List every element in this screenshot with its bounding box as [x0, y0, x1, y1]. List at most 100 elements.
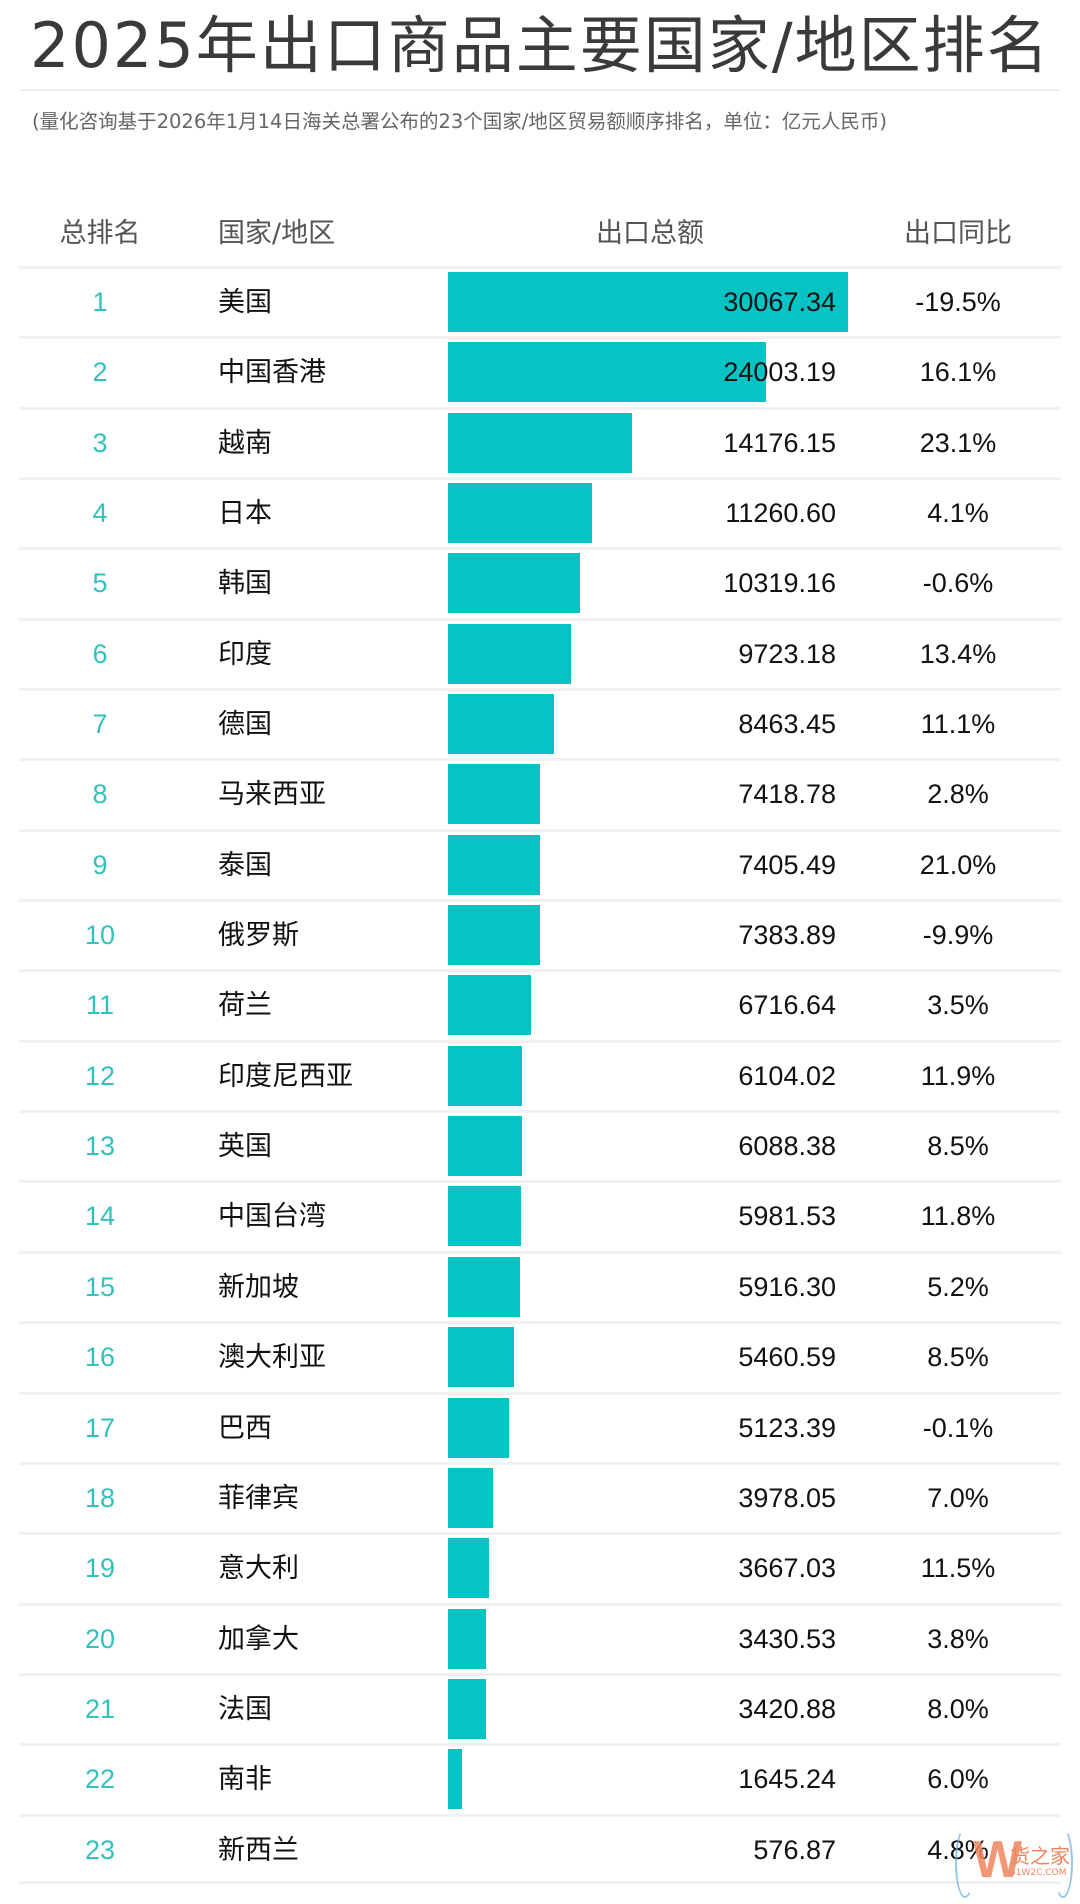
country-cell: 越南	[218, 427, 272, 459]
table-row: 21 法国 3420.88 8.0%	[19, 1672, 1061, 1743]
rank-cell: 7	[92, 709, 108, 740]
table-row: 10 俄罗斯 7383.89 -9.9%	[19, 899, 1061, 969]
country-cell: 印度	[218, 638, 272, 670]
subtitle: (量化咨询基于2026年1月14日海关总署公布的23个国家/地区贸易额顺序排名，…	[32, 110, 887, 133]
amount-bar	[448, 412, 632, 473]
rank-cell: 2	[92, 357, 108, 388]
rank-cell: 8	[92, 779, 108, 810]
amount-cell: 1645.24	[738, 1764, 836, 1795]
country-cell: 印度尼西亚	[218, 1060, 353, 1092]
country-cell: 中国台湾	[218, 1201, 326, 1233]
header-rank: 总排名	[59, 218, 141, 249]
table-row: 15 新加坡 5916.30 5.2%	[19, 1250, 1061, 1321]
rank-cell: 21	[84, 1693, 116, 1724]
country-cell: 德国	[218, 709, 272, 741]
amount-cell: 576.87	[753, 1834, 836, 1865]
amount-bar	[448, 1327, 514, 1388]
amount-cell: 10319.16	[723, 568, 836, 599]
amount-bar	[448, 623, 572, 684]
rank-cell: 5	[92, 568, 108, 599]
yoy-cell: 7.0%	[927, 1482, 989, 1513]
yoy-cell: 3.5%	[927, 990, 989, 1021]
table-row: 12 印度尼西亚 6104.02 11.9%	[19, 1039, 1061, 1110]
amount-bar	[448, 1397, 509, 1458]
rank-cell: 19	[84, 1553, 116, 1584]
rank-cell: 23	[84, 1834, 116, 1865]
rank-cell: 1	[92, 287, 108, 317]
table-row: 9 泰国 7405.49 21.0%	[19, 828, 1061, 899]
amount-bar	[448, 272, 848, 332]
yoy-cell: 8.0%	[927, 1693, 989, 1724]
amount-cell: 3420.88	[738, 1693, 836, 1724]
country-cell: 中国香港	[218, 357, 326, 389]
amount-bar	[448, 1045, 523, 1106]
rank-cell: 15	[84, 1271, 116, 1302]
table-row: 4 日本 11260.60 4.1%	[19, 477, 1061, 547]
country-cell: 俄罗斯	[218, 920, 299, 952]
amount-cell: 5981.53	[738, 1201, 836, 1232]
yoy-cell: 8.5%	[927, 1131, 989, 1162]
rank-cell: 12	[84, 1060, 116, 1091]
amount-bar	[448, 764, 541, 825]
amount-bar	[448, 1538, 490, 1599]
country-cell: 美国	[218, 287, 272, 318]
yoy-cell: 3.8%	[927, 1623, 989, 1654]
amount-cell: 3667.03	[738, 1553, 836, 1584]
rank-cell: 11	[85, 990, 115, 1021]
header-country: 国家/地区	[218, 218, 336, 249]
yoy-cell: -0.1%	[922, 1412, 994, 1443]
country-cell: 韩国	[218, 568, 272, 600]
table-row: 6 印度 9723.18 13.4%	[19, 617, 1061, 688]
amount-cell: 5460.59	[738, 1342, 836, 1373]
yoy-cell: 16.1%	[919, 357, 997, 388]
table-row: 16 澳大利亚 5460.59 8.5%	[19, 1321, 1061, 1391]
yoy-cell: -9.9%	[922, 920, 994, 951]
table-row: 11 荷兰 6716.64 3.5%	[19, 969, 1061, 1039]
amount-cell: 6104.02	[738, 1060, 836, 1091]
yoy-cell: 11.1%	[920, 709, 996, 740]
country-cell: 新西兰	[218, 1834, 299, 1866]
country-cell: 马来西亚	[218, 779, 326, 811]
header-yoy: 出口同比	[904, 218, 1012, 249]
country-cell: 泰国	[218, 849, 272, 881]
country-cell: 南非	[218, 1764, 272, 1796]
yoy-cell: 5.2%	[927, 1271, 989, 1302]
table-row: 22 南非 1645.24 6.0%	[19, 1743, 1061, 1813]
amount-bar	[448, 834, 540, 895]
amount-bar	[448, 1608, 486, 1669]
table-row: 1 美国 30067.34 -19.5%	[19, 266, 1061, 336]
table-row: 5 韩国 10319.16 -0.6%	[19, 547, 1061, 617]
country-cell: 澳大利亚	[218, 1342, 326, 1374]
amount-cell: 24003.19	[723, 357, 836, 388]
amount-bar	[448, 1749, 462, 1810]
rank-cell: 18	[84, 1482, 116, 1513]
yoy-cell: -19.5%	[915, 287, 1001, 317]
rank-cell: 4	[92, 498, 108, 529]
table-row: 14 中国台湾 5981.53 11.8%	[19, 1180, 1061, 1250]
title-divider	[19, 89, 1061, 91]
rank-cell: 16	[84, 1342, 116, 1373]
amount-cell: 30067.34	[723, 287, 836, 317]
amount-cell: 7405.49	[738, 849, 836, 880]
rank-cell: 20	[84, 1623, 116, 1654]
rank-cell: 13	[84, 1131, 116, 1162]
amount-bar	[448, 1256, 520, 1317]
yoy-cell: 11.9%	[920, 1060, 996, 1091]
table-row: 19 意大利 3667.03 11.5%	[19, 1532, 1061, 1602]
amount-cell: 8463.45	[738, 709, 836, 740]
page-title: 2025年出口商品主要国家/地区排名	[30, 9, 1051, 82]
table-row: 13 英国 6088.38 8.5%	[19, 1110, 1061, 1180]
rank-cell: 14	[84, 1201, 116, 1232]
country-cell: 法国	[218, 1693, 272, 1725]
table-row: 7 德国 8463.45 11.1%	[19, 688, 1061, 758]
rank-cell: 22	[84, 1764, 116, 1795]
table-row: 18 菲律宾 3978.05 7.0%	[19, 1461, 1061, 1532]
yoy-cell: 4.8%	[927, 1834, 989, 1865]
country-cell: 意大利	[218, 1553, 299, 1585]
amount-cell: 9723.18	[738, 638, 836, 669]
table-row: 2 中国香港 24003.19 16.1%	[19, 336, 1061, 406]
yoy-cell: 4.1%	[927, 498, 989, 529]
yoy-cell: -0.6%	[922, 568, 994, 599]
country-cell: 加拿大	[218, 1623, 299, 1655]
amount-bar	[448, 1678, 486, 1739]
